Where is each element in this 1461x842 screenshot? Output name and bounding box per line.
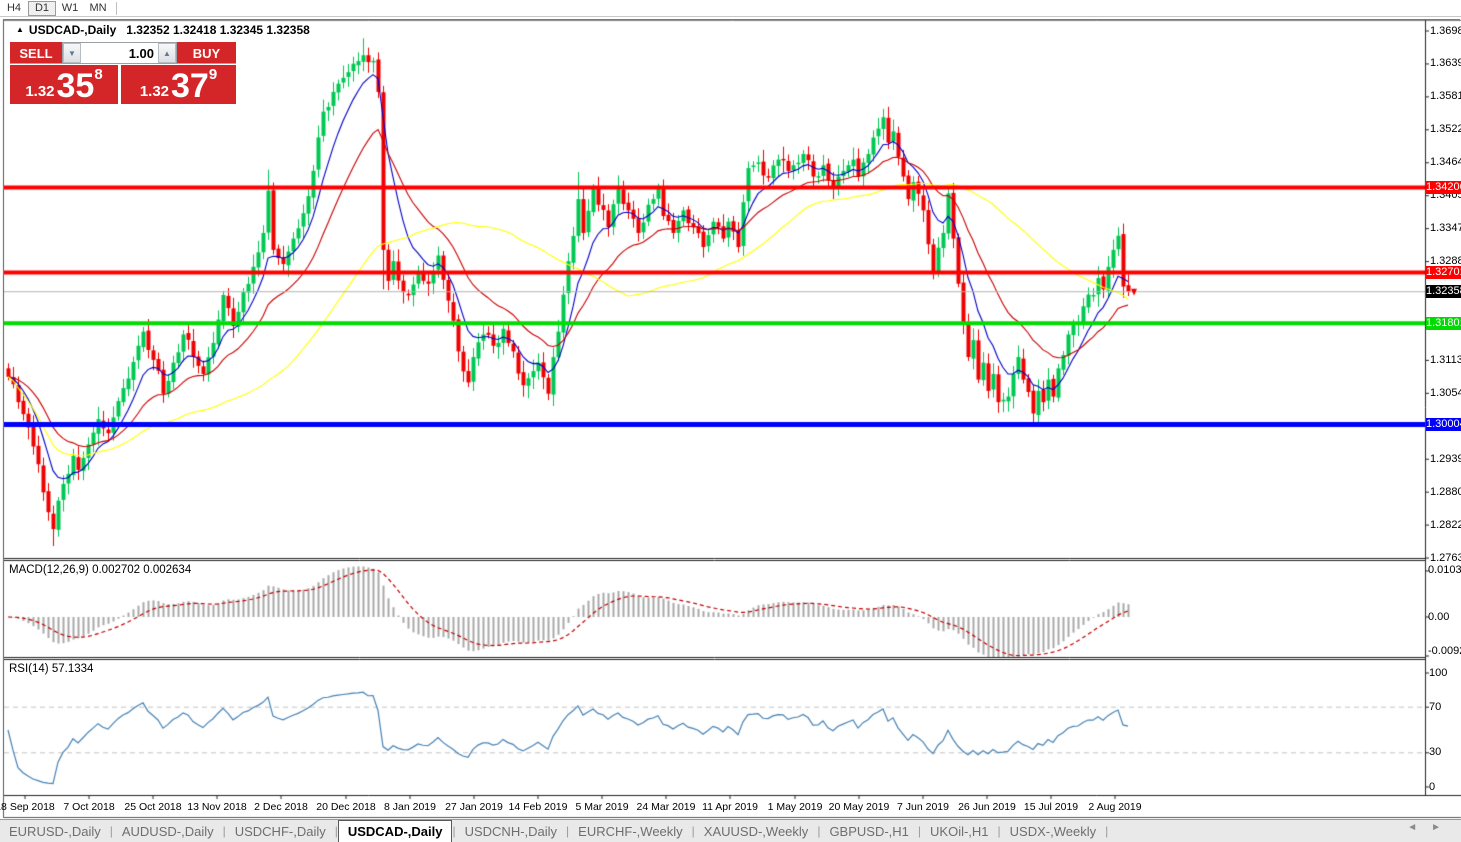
rsi-axis-label: 30 xyxy=(1429,746,1442,759)
tab-scroll-arrows: ◄► xyxy=(1407,822,1455,833)
price-axis-label: 1.36980 xyxy=(1430,24,1461,37)
date-axis-label: 5 Mar 2019 xyxy=(575,801,629,813)
date-axis-label: 2 Aug 2019 xyxy=(1088,801,1142,813)
rsi-indicator-label: RSI(14) 57.1334 xyxy=(9,663,94,675)
buy-price-button[interactable]: 1.32 37 9 xyxy=(121,65,236,104)
date-axis-label: 20 May 2019 xyxy=(828,801,890,813)
price-axis-label: 1.36395 xyxy=(1430,57,1461,70)
price-level-badge: 1.30004 xyxy=(1426,418,1461,432)
date-axis-label: 14 Feb 2019 xyxy=(508,801,568,813)
price-axis-label: 1.29390 xyxy=(1430,452,1461,465)
timeframe-button-h4[interactable]: H4 xyxy=(6,2,22,14)
chart-ohlc-values: 1.32352 1.32418 1.32345 1.32358 xyxy=(126,23,310,37)
price-axis-label: 1.27635 xyxy=(1430,551,1461,564)
tab-scroll-left-icon[interactable]: ◄ xyxy=(1407,822,1432,833)
tab-separator: | xyxy=(691,824,695,838)
price-axis-label: 1.30545 xyxy=(1430,386,1461,399)
price-axis-label: 1.33470 xyxy=(1430,222,1461,235)
chart-tab-eurusd-daily[interactable]: EURUSD-,Daily xyxy=(9,823,101,839)
volume-stepper: ▼ 1.00 ▲ xyxy=(62,42,177,64)
date-axis-label: 24 Mar 2019 xyxy=(636,801,696,813)
chart-tab-eurchf-weekly[interactable]: EURCHF-,Weekly xyxy=(578,823,683,839)
price-axis-label: 1.32885 xyxy=(1430,255,1461,268)
chart-tab-xauusd-weekly[interactable]: XAUUSD-,Weekly xyxy=(703,823,809,839)
timeframe-button-mn[interactable]: MN xyxy=(89,2,107,14)
tab-separator: | xyxy=(334,824,338,838)
chart-tab-bar: EURUSD-,Daily | AUDUSD-,Daily | USDCHF-,Dail… xyxy=(0,819,1461,842)
date-axis-label: 11 Apr 2019 xyxy=(702,801,758,813)
timeframe-toolbar: H4 D1 W1 MN xyxy=(0,0,1461,17)
chart-tab-usdx-weekly[interactable]: USDX-,Weekly xyxy=(1009,823,1097,839)
tab-separator: | xyxy=(452,824,456,838)
buy-button[interactable]: BUY xyxy=(177,42,236,64)
tab-separator: | xyxy=(817,824,821,838)
current-price-badge: 1.32358 xyxy=(1426,285,1461,299)
macd-indicator-label: MACD(12,26,9) 0.002702 0.002634 xyxy=(9,564,192,576)
date-axis-label: 2 Dec 2018 xyxy=(254,801,308,813)
volume-decrease-button[interactable]: ▼ xyxy=(63,43,81,63)
chart-window-frame xyxy=(3,19,1460,818)
tab-separator: | xyxy=(566,824,570,838)
macd-axis-label: 0.00 xyxy=(1428,610,1450,623)
rsi-axis-label: 0 xyxy=(1429,780,1436,793)
chart-tab-audusd-daily[interactable]: AUDUSD-,Daily xyxy=(121,823,214,839)
chart-tab-usdcnh-daily[interactable]: USDCNH-,Daily xyxy=(464,823,558,839)
buy-price-prefix: 1.32 xyxy=(139,83,170,100)
collapse-triangle-icon[interactable]: ▲ xyxy=(16,25,24,34)
one-click-trading-panel: SELL ▼ 1.00 ▲ BUY 1.32 35 8 1.32 37 9 xyxy=(10,42,236,104)
date-axis-label: 20 Dec 2018 xyxy=(316,801,376,813)
rsi-axis-label: 70 xyxy=(1429,700,1442,713)
volume-increase-button[interactable]: ▲ xyxy=(158,43,176,63)
date-axis-label: 25 Oct 2018 xyxy=(124,801,182,813)
price-axis-label: 1.28220 xyxy=(1430,518,1461,531)
tab-separator: | xyxy=(222,824,226,838)
price-level-badge: 1.34206 xyxy=(1426,180,1461,194)
volume-input[interactable]: 1.00 xyxy=(128,45,154,61)
chart-tab-ukoil-h1[interactable]: UKOil-,H1 xyxy=(930,823,989,839)
tab-separator: | xyxy=(1105,824,1109,838)
sell-price-prefix: 1.32 xyxy=(25,83,55,100)
chart-tab-usdcad-daily[interactable]: USDCAD-,Daily xyxy=(337,819,453,842)
date-axis-label: 1 May 2019 xyxy=(767,801,823,813)
buy-price-pip: 9 xyxy=(208,66,218,83)
tab-separator: | xyxy=(917,824,922,838)
sell-price-button[interactable]: 1.32 35 8 xyxy=(10,65,118,104)
price-axis-label: 1.34640 xyxy=(1430,156,1461,169)
chart-symbol-label: USDCAD-,Daily xyxy=(28,23,117,37)
date-axis-label: 18 Sep 2018 xyxy=(0,801,55,813)
macd-axis-label: 0.010311 xyxy=(1428,564,1461,577)
date-axis-label: 7 Oct 2018 xyxy=(63,801,115,813)
date-axis-label: 7 Jun 2019 xyxy=(897,801,949,813)
date-axis-label: 8 Jan 2019 xyxy=(384,801,436,813)
rsi-axis-label: 100 xyxy=(1429,666,1448,679)
date-axis-label: 27 Jan 2019 xyxy=(445,801,503,813)
price-axis-label: 1.31130 xyxy=(1430,353,1461,366)
price-axis-label: 1.35810 xyxy=(1430,90,1461,103)
timeframe-button-d1[interactable]: D1 xyxy=(28,0,56,16)
sell-price-pip: 8 xyxy=(94,66,103,83)
toolbar-separator xyxy=(116,1,117,15)
buy-price-main: 37 xyxy=(171,67,209,106)
sell-price-main: 35 xyxy=(56,67,95,106)
tab-separator: | xyxy=(109,824,113,838)
chart-title: ▲ USDCAD-,Daily 1.32352 1.32418 1.32345 1.… xyxy=(16,23,310,37)
timeframe-button-w1[interactable]: W1 xyxy=(61,2,79,14)
macd-axis-label: -0.009203 xyxy=(1428,644,1461,657)
price-axis-label: 1.35225 xyxy=(1430,123,1461,136)
chart-tab-usdchf-daily[interactable]: USDCHF-,Daily xyxy=(234,823,326,839)
date-axis-label: 15 Jul 2019 xyxy=(1023,801,1079,813)
tab-scroll-right-icon[interactable]: ► xyxy=(1431,822,1455,833)
date-axis-label: 26 Jun 2019 xyxy=(958,801,1016,813)
date-axis-label: 13 Nov 2018 xyxy=(187,801,247,813)
price-axis-label: 1.28805 xyxy=(1430,485,1461,498)
sell-button[interactable]: SELL xyxy=(10,42,62,64)
chart-tab-gbpusd-h1[interactable]: GBPUSD-,H1 xyxy=(829,823,909,839)
tab-separator: | xyxy=(997,824,1001,838)
